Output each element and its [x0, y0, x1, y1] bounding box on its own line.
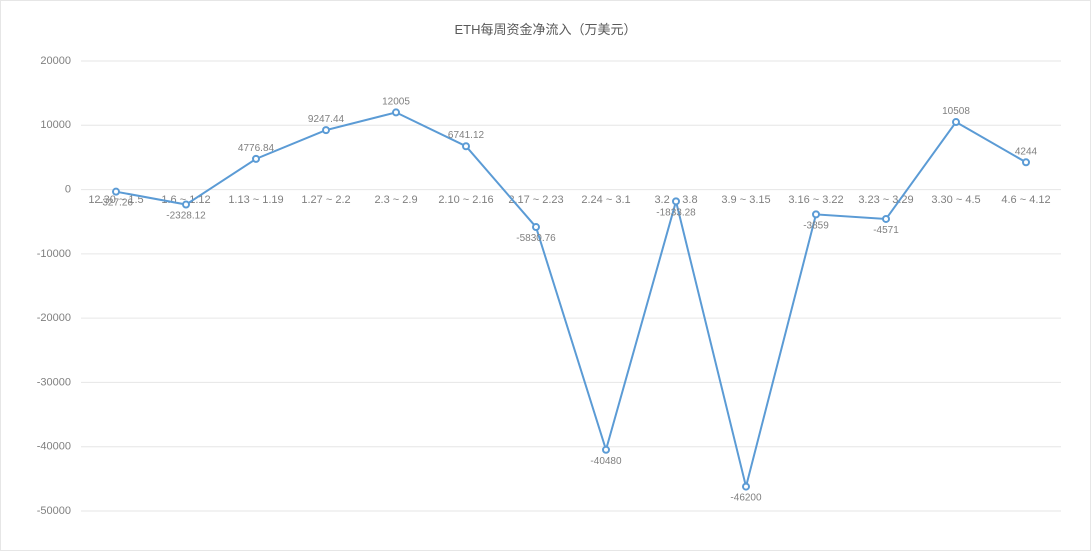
- chart-svg: -50000 -40000 -30000 -20000 -10000 0 10000 2000…: [1, 1, 1091, 551]
- x-axis-tick-label: 2.24 ~ 3.1: [581, 194, 630, 206]
- data-marker: [253, 156, 259, 162]
- chart-container: ETH每周资金净流入（万美元） -50000 -40000 -30000 -20000…: [0, 0, 1091, 551]
- y-axis-tick-label: -40000: [37, 441, 71, 453]
- data-label: -3859: [803, 220, 829, 231]
- y-axis-tick-label: -20000: [37, 312, 71, 324]
- data-marker: [183, 202, 189, 208]
- x-axis-tick-label: 3.16 ~ 3.22: [788, 194, 843, 206]
- data-marker: [883, 216, 889, 222]
- y-axis-tick-label: 0: [65, 183, 71, 195]
- y-axis-tick-label: -30000: [37, 376, 71, 388]
- data-marker: [393, 109, 399, 115]
- x-axis-tick-label: 2.10 ~ 2.16: [438, 194, 493, 206]
- data-marker: [533, 224, 539, 230]
- data-label: -4571: [873, 225, 899, 236]
- series-line: [116, 112, 1026, 486]
- data-marker: [813, 211, 819, 217]
- data-label: -2328.12: [166, 211, 206, 222]
- y-axis-tick-label: -10000: [37, 248, 71, 260]
- data-label: -327.26: [99, 198, 133, 209]
- data-label: -1833.28: [656, 207, 696, 218]
- x-axis-tick-label: 3.23 ~ 3.29: [858, 194, 913, 206]
- data-label: 9247.44: [308, 114, 345, 125]
- data-marker: [603, 447, 609, 453]
- data-label: -5830.76: [516, 233, 556, 244]
- x-axis-tick-label: 2.3 ~ 2.9: [374, 194, 417, 206]
- x-axis-tick-label: 1.13 ~ 1.19: [228, 194, 283, 206]
- data-marker: [113, 189, 119, 195]
- x-axis-tick-label: 1.27 ~ 2.2: [301, 194, 350, 206]
- data-label: 10508: [942, 106, 970, 117]
- y-axis-tick-label: 10000: [40, 119, 71, 131]
- x-axis-tick-label: 3.30 ~ 4.5: [931, 194, 980, 206]
- x-axis-tick-label: 4.6 ~ 4.12: [1001, 194, 1050, 206]
- data-marker: [323, 127, 329, 133]
- x-axis-tick-label: 3.9 ~ 3.15: [721, 194, 770, 206]
- data-marker: [743, 484, 749, 490]
- data-label: -40480: [590, 456, 622, 467]
- data-marker: [953, 119, 959, 125]
- data-marker: [463, 143, 469, 149]
- chart-title: ETH每周资金净流入（万美元）: [1, 19, 1090, 38]
- data-marker: [673, 198, 679, 204]
- y-axis-tick-label: 20000: [40, 55, 71, 67]
- data-marker: [1023, 159, 1029, 165]
- data-label: 6741.12: [448, 130, 485, 141]
- data-label: 4244: [1015, 146, 1038, 157]
- data-label: 12005: [382, 96, 410, 107]
- data-label: -46200: [730, 493, 762, 504]
- data-label: 4776.84: [238, 143, 275, 154]
- y-axis-tick-label: -50000: [37, 505, 71, 517]
